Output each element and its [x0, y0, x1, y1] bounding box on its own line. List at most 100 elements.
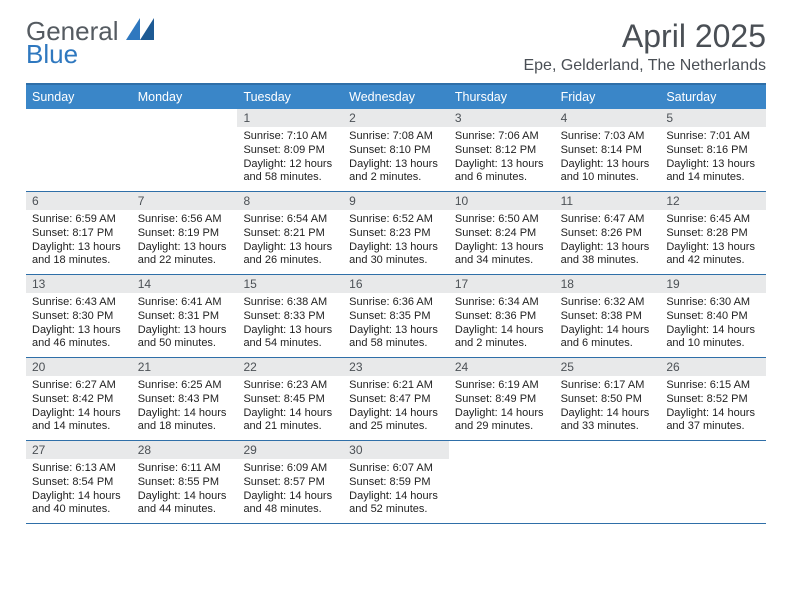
daylight-text: Daylight: 14 hours and 25 minutes. [349, 407, 443, 435]
day-details: Sunrise: 7:08 AMSunset: 8:10 PMDaylight:… [343, 127, 449, 191]
calendar-cell: 9Sunrise: 6:52 AMSunset: 8:23 PMDaylight… [343, 192, 449, 274]
day-number: 28 [132, 441, 238, 459]
calendar-cell: 21Sunrise: 6:25 AMSunset: 8:43 PMDayligh… [132, 358, 238, 440]
daylight-text: Daylight: 14 hours and 2 minutes. [455, 324, 549, 352]
sunset-text: Sunset: 8:50 PM [561, 393, 655, 407]
day-details: Sunrise: 6:59 AMSunset: 8:17 PMDaylight:… [26, 210, 132, 274]
sunset-text: Sunset: 8:47 PM [349, 393, 443, 407]
calendar-cell: 28Sunrise: 6:11 AMSunset: 8:55 PMDayligh… [132, 441, 238, 523]
day-details: Sunrise: 6:13 AMSunset: 8:54 PMDaylight:… [26, 459, 132, 523]
day-details: Sunrise: 7:03 AMSunset: 8:14 PMDaylight:… [555, 127, 661, 191]
sunrise-text: Sunrise: 6:56 AM [138, 213, 232, 227]
sunset-text: Sunset: 8:49 PM [455, 393, 549, 407]
day-number: 26 [660, 358, 766, 376]
daylight-text: Daylight: 13 hours and 6 minutes. [455, 158, 549, 186]
dow-thursday: Thursday [449, 85, 555, 109]
dow-tuesday: Tuesday [237, 85, 343, 109]
sunset-text: Sunset: 8:57 PM [243, 476, 337, 490]
sunrise-text: Sunrise: 7:01 AM [666, 130, 760, 144]
daylight-text: Daylight: 13 hours and 38 minutes. [561, 241, 655, 269]
daylight-text: Daylight: 14 hours and 6 minutes. [561, 324, 655, 352]
calendar-cell: 13Sunrise: 6:43 AMSunset: 8:30 PMDayligh… [26, 275, 132, 357]
week-row: 20Sunrise: 6:27 AMSunset: 8:42 PMDayligh… [26, 358, 766, 441]
calendar-cell-blank [132, 109, 238, 191]
day-details: Sunrise: 6:38 AMSunset: 8:33 PMDaylight:… [237, 293, 343, 357]
brand-logo: General Blue [26, 18, 154, 67]
day-details: Sunrise: 6:32 AMSunset: 8:38 PMDaylight:… [555, 293, 661, 357]
calendar-cell-blank [26, 109, 132, 191]
day-number: 22 [237, 358, 343, 376]
daylight-text: Daylight: 13 hours and 54 minutes. [243, 324, 337, 352]
sunrise-text: Sunrise: 6:25 AM [138, 379, 232, 393]
sunset-text: Sunset: 8:55 PM [138, 476, 232, 490]
day-number: 9 [343, 192, 449, 210]
dow-row: SundayMondayTuesdayWednesdayThursdayFrid… [26, 85, 766, 109]
day-number: 12 [660, 192, 766, 210]
daylight-text: Daylight: 13 hours and 50 minutes. [138, 324, 232, 352]
sunrise-text: Sunrise: 6:54 AM [243, 213, 337, 227]
day-details: Sunrise: 6:43 AMSunset: 8:30 PMDaylight:… [26, 293, 132, 357]
sunrise-text: Sunrise: 6:45 AM [666, 213, 760, 227]
calendar-cell: 30Sunrise: 6:07 AMSunset: 8:59 PMDayligh… [343, 441, 449, 523]
daylight-text: Daylight: 13 hours and 26 minutes. [243, 241, 337, 269]
sunrise-text: Sunrise: 6:09 AM [243, 462, 337, 476]
day-details: Sunrise: 6:23 AMSunset: 8:45 PMDaylight:… [237, 376, 343, 440]
sunrise-text: Sunrise: 6:50 AM [455, 213, 549, 227]
day-number: 6 [26, 192, 132, 210]
dow-wednesday: Wednesday [343, 85, 449, 109]
day-number: 13 [26, 275, 132, 293]
calendar-cell: 4Sunrise: 7:03 AMSunset: 8:14 PMDaylight… [555, 109, 661, 191]
day-number: 24 [449, 358, 555, 376]
sunrise-text: Sunrise: 6:15 AM [666, 379, 760, 393]
week-row: 13Sunrise: 6:43 AMSunset: 8:30 PMDayligh… [26, 275, 766, 358]
daylight-text: Daylight: 14 hours and 21 minutes. [243, 407, 337, 435]
brand-text: General Blue [26, 18, 154, 67]
calendar-cell: 3Sunrise: 7:06 AMSunset: 8:12 PMDaylight… [449, 109, 555, 191]
sunrise-text: Sunrise: 6:47 AM [561, 213, 655, 227]
page-subtitle: Epe, Gelderland, The Netherlands [523, 57, 766, 75]
daylight-text: Daylight: 13 hours and 2 minutes. [349, 158, 443, 186]
sunset-text: Sunset: 8:17 PM [32, 227, 126, 241]
daylight-text: Daylight: 13 hours and 30 minutes. [349, 241, 443, 269]
calendar-cell: 16Sunrise: 6:36 AMSunset: 8:35 PMDayligh… [343, 275, 449, 357]
sunrise-text: Sunrise: 6:32 AM [561, 296, 655, 310]
day-number: 10 [449, 192, 555, 210]
daylight-text: Daylight: 13 hours and 42 minutes. [666, 241, 760, 269]
week-row: 1Sunrise: 7:10 AMSunset: 8:09 PMDaylight… [26, 109, 766, 192]
daylight-text: Daylight: 14 hours and 48 minutes. [243, 490, 337, 518]
sunrise-text: Sunrise: 6:07 AM [349, 462, 443, 476]
sunrise-text: Sunrise: 6:41 AM [138, 296, 232, 310]
calendar-cell: 24Sunrise: 6:19 AMSunset: 8:49 PMDayligh… [449, 358, 555, 440]
day-number: 11 [555, 192, 661, 210]
sunset-text: Sunset: 8:23 PM [349, 227, 443, 241]
day-number: 29 [237, 441, 343, 459]
daylight-text: Daylight: 13 hours and 46 minutes. [32, 324, 126, 352]
daylight-text: Daylight: 14 hours and 44 minutes. [138, 490, 232, 518]
calendar: SundayMondayTuesdayWednesdayThursdayFrid… [26, 83, 766, 524]
day-details: Sunrise: 6:27 AMSunset: 8:42 PMDaylight:… [26, 376, 132, 440]
calendar-cell: 20Sunrise: 6:27 AMSunset: 8:42 PMDayligh… [26, 358, 132, 440]
calendar-cell: 8Sunrise: 6:54 AMSunset: 8:21 PMDaylight… [237, 192, 343, 274]
sunrise-text: Sunrise: 6:19 AM [455, 379, 549, 393]
day-number: 8 [237, 192, 343, 210]
day-details: Sunrise: 7:06 AMSunset: 8:12 PMDaylight:… [449, 127, 555, 191]
sunset-text: Sunset: 8:31 PM [138, 310, 232, 324]
sunrise-text: Sunrise: 6:21 AM [349, 379, 443, 393]
day-number [26, 109, 132, 127]
sunset-text: Sunset: 8:09 PM [243, 144, 337, 158]
calendar-cell: 27Sunrise: 6:13 AMSunset: 8:54 PMDayligh… [26, 441, 132, 523]
week-row: 6Sunrise: 6:59 AMSunset: 8:17 PMDaylight… [26, 192, 766, 275]
calendar-cell: 2Sunrise: 7:08 AMSunset: 8:10 PMDaylight… [343, 109, 449, 191]
sunrise-text: Sunrise: 6:30 AM [666, 296, 760, 310]
sunset-text: Sunset: 8:42 PM [32, 393, 126, 407]
daylight-text: Daylight: 14 hours and 33 minutes. [561, 407, 655, 435]
day-number: 14 [132, 275, 238, 293]
daylight-text: Daylight: 13 hours and 22 minutes. [138, 241, 232, 269]
day-number: 20 [26, 358, 132, 376]
sunset-text: Sunset: 8:33 PM [243, 310, 337, 324]
sunset-text: Sunset: 8:35 PM [349, 310, 443, 324]
day-details: Sunrise: 6:09 AMSunset: 8:57 PMDaylight:… [237, 459, 343, 523]
sunset-text: Sunset: 8:36 PM [455, 310, 549, 324]
day-details: Sunrise: 6:52 AMSunset: 8:23 PMDaylight:… [343, 210, 449, 274]
calendar-cell: 18Sunrise: 6:32 AMSunset: 8:38 PMDayligh… [555, 275, 661, 357]
